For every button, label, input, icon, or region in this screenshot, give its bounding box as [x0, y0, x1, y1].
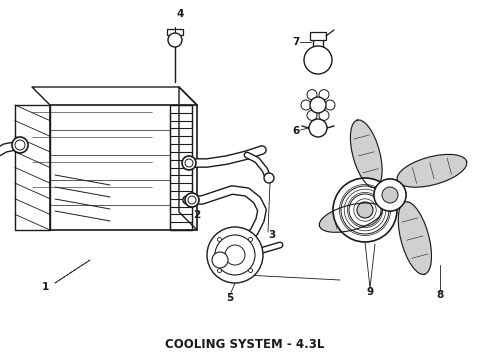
- Circle shape: [374, 179, 406, 211]
- Circle shape: [218, 238, 221, 242]
- Circle shape: [401, 193, 405, 197]
- Text: 9: 9: [367, 287, 373, 297]
- Circle shape: [212, 252, 228, 268]
- Circle shape: [12, 137, 28, 153]
- Circle shape: [357, 202, 373, 218]
- Circle shape: [374, 179, 406, 211]
- Circle shape: [325, 100, 335, 110]
- Circle shape: [333, 178, 397, 242]
- Circle shape: [382, 187, 398, 203]
- Bar: [167, 29, 183, 35]
- Circle shape: [182, 156, 196, 170]
- Circle shape: [310, 97, 326, 113]
- Circle shape: [248, 238, 252, 242]
- Text: 6: 6: [293, 126, 299, 136]
- Circle shape: [319, 90, 329, 100]
- Circle shape: [307, 90, 317, 100]
- Circle shape: [319, 111, 329, 120]
- Text: 3: 3: [269, 230, 275, 240]
- Circle shape: [207, 227, 263, 283]
- Circle shape: [168, 33, 182, 47]
- Circle shape: [388, 180, 392, 184]
- Text: COOLING SYSTEM - 4.3L: COOLING SYSTEM - 4.3L: [165, 338, 325, 351]
- Text: 1: 1: [41, 282, 49, 292]
- Polygon shape: [319, 203, 382, 232]
- Circle shape: [218, 269, 221, 273]
- Bar: [313, 38, 323, 53]
- Circle shape: [375, 193, 379, 197]
- Text: 4: 4: [176, 9, 184, 19]
- Bar: [310, 32, 326, 40]
- Polygon shape: [350, 120, 382, 188]
- Circle shape: [264, 173, 274, 183]
- Text: 8: 8: [437, 290, 443, 300]
- Circle shape: [185, 193, 199, 207]
- Circle shape: [248, 269, 252, 273]
- Polygon shape: [397, 154, 466, 187]
- Text: 7: 7: [293, 37, 300, 47]
- Circle shape: [301, 100, 311, 110]
- Circle shape: [304, 46, 332, 74]
- Text: 2: 2: [194, 210, 200, 220]
- Circle shape: [309, 119, 327, 137]
- Text: 5: 5: [226, 293, 234, 303]
- Polygon shape: [398, 202, 432, 274]
- Circle shape: [388, 206, 392, 210]
- Circle shape: [307, 111, 317, 120]
